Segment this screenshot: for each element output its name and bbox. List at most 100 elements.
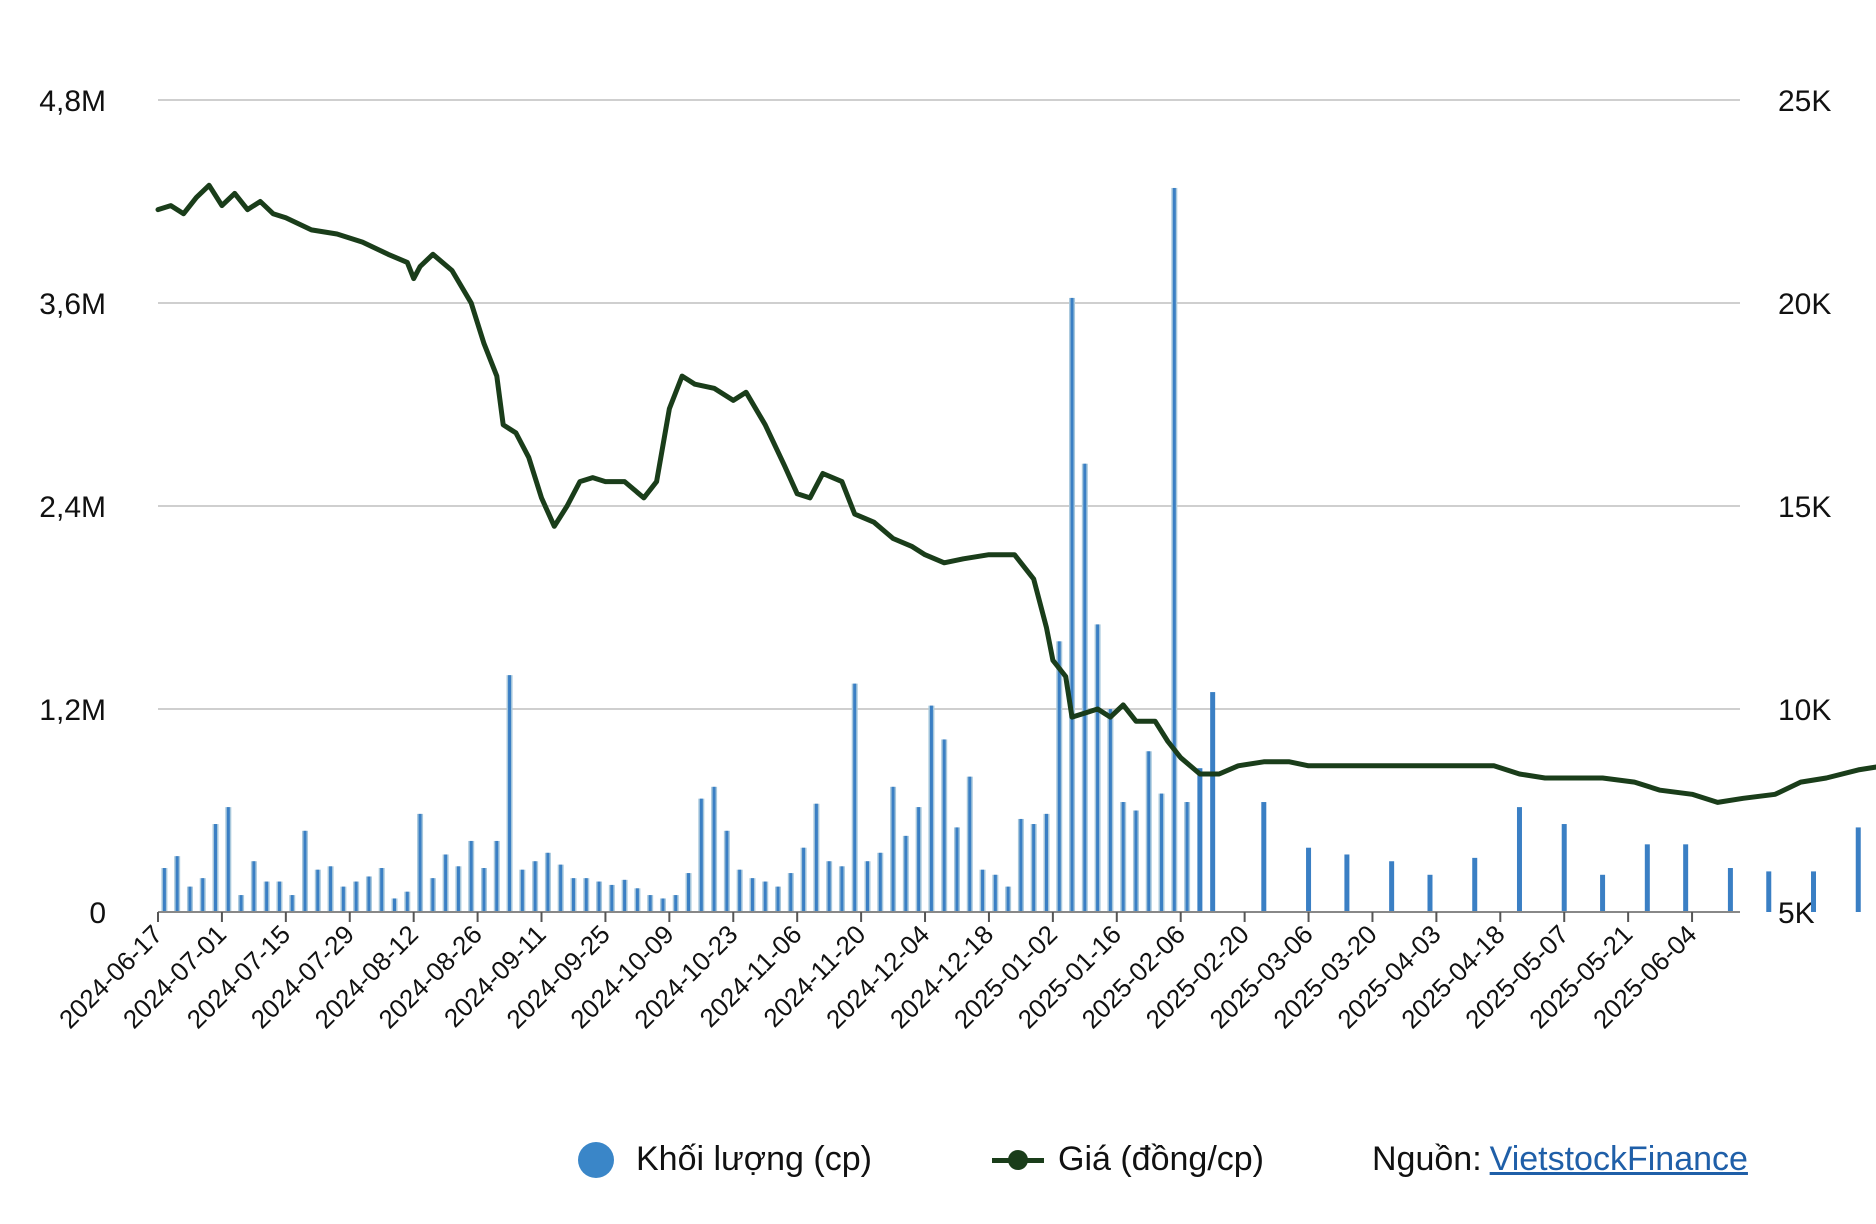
volume-bar (853, 683, 857, 912)
volume-bar (559, 864, 563, 912)
volume-bar (252, 861, 256, 912)
y-axis-right: 5K 10K 15K 20K 25K (1778, 85, 1831, 930)
volume-bar (610, 884, 614, 912)
volume-bar (1096, 624, 1100, 912)
legend-price-line-icon (992, 1142, 1044, 1178)
legend-volume-label: Khối lượng (cp) (636, 1140, 872, 1178)
volume-bar (1134, 810, 1138, 912)
volume-bar (444, 854, 448, 912)
volume-bar (1727, 868, 1733, 912)
volume-bar (968, 776, 972, 912)
volume-bar (917, 807, 921, 912)
volume-bar (738, 869, 742, 912)
volume-bar (341, 886, 345, 912)
volume-bar (316, 869, 320, 912)
volume-bar (955, 827, 959, 912)
volume-bar (405, 891, 409, 912)
volume-bar (226, 807, 230, 912)
volume-bar (750, 878, 754, 912)
volume-bar (1172, 187, 1176, 912)
volume-bar (891, 786, 895, 912)
price-line (155, 182, 1876, 805)
legend-item-volume[interactable]: Khối lượng (cp) (578, 1140, 872, 1179)
volume-bar (725, 830, 729, 912)
volume-bar (1057, 641, 1061, 912)
y-left-tick-label: 3,6M (39, 288, 106, 321)
legend-price-label: Giá (đồng/cp) (1058, 1140, 1264, 1178)
volume-bar (188, 886, 192, 912)
volume-bar (1210, 692, 1216, 912)
volume-bar (776, 886, 780, 912)
source-attribution: Nguồn: VietstockFinance (1372, 1140, 1748, 1179)
volume-bar (546, 852, 550, 912)
volume-bar (674, 895, 678, 912)
volume-bar (380, 868, 384, 912)
y-left-tick-label: 2,4M (39, 491, 106, 524)
volume-bar (367, 876, 371, 912)
source-prefix: Nguồn: (1372, 1140, 1482, 1178)
x-axis: 2024-06-172024-07-012024-07-152024-07-29… (53, 911, 1740, 1034)
volume-bar (162, 868, 166, 912)
volume-bar (239, 895, 243, 912)
volume-bar (508, 675, 512, 912)
volume-bar (763, 881, 767, 912)
volume-bar (878, 852, 882, 912)
y-right-tick-label: 25K (1778, 85, 1831, 118)
volume-bar (1185, 802, 1189, 912)
y-left-tick-label: 1,2M (39, 694, 106, 727)
volume-bar (1600, 874, 1606, 912)
y-left-tick-label: 0 (89, 897, 106, 930)
volume-bar (354, 881, 358, 912)
volume-bar (456, 866, 460, 912)
volume-bar (1472, 857, 1478, 912)
volume-bar (175, 856, 179, 912)
legend-volume-dot-icon (578, 1141, 614, 1178)
volume-bar (290, 895, 294, 912)
volume-bar (1006, 886, 1010, 912)
volume-bar (981, 869, 985, 912)
volume-bar (840, 866, 844, 912)
volume-bar (1561, 824, 1567, 912)
volume-bar (993, 874, 997, 912)
volume-bar (1197, 768, 1203, 912)
volume-bar (329, 866, 333, 912)
price-line-group (155, 182, 1876, 805)
volume-bar (1427, 874, 1433, 912)
volume-bar (1261, 802, 1267, 912)
volume-bar (214, 824, 218, 912)
volume-bar (866, 861, 870, 912)
volume-bar (802, 847, 806, 912)
source-link[interactable]: VietstockFinance (1489, 1140, 1748, 1178)
volume-bar (635, 888, 639, 912)
volume-bar (904, 835, 908, 912)
volume-bar (687, 873, 691, 912)
volume-bar (597, 881, 601, 912)
volume-bar (623, 879, 627, 912)
volume-bar (495, 840, 499, 912)
y-right-tick-label: 10K (1778, 694, 1831, 727)
volume-bar (789, 873, 793, 912)
y-right-tick-label: 15K (1778, 491, 1831, 524)
volume-bar (1389, 861, 1395, 912)
legend-item-price[interactable]: Giá (đồng/cp) (992, 1140, 1264, 1179)
volume-bar (1766, 871, 1772, 912)
volume-bar (303, 830, 307, 912)
volume-bar (1683, 844, 1689, 912)
y-right-tick-label: 5K (1778, 897, 1815, 930)
volume-bar (699, 798, 703, 912)
volume-bar (431, 878, 435, 912)
volume-bar (1032, 824, 1036, 912)
volume-bar (1855, 827, 1861, 912)
volume-bar (942, 739, 946, 912)
volume-bar (712, 786, 716, 912)
volume-bar (827, 861, 831, 912)
volume-bar (1344, 854, 1350, 912)
volume-bar (661, 898, 665, 912)
volume-bar (1644, 844, 1650, 912)
volume-bar (1083, 463, 1087, 912)
y-axis-left: 0 1,2M 2,4M 3,6M 4,8M (39, 85, 106, 930)
volume-bar (1121, 802, 1125, 912)
volume-bar (571, 878, 575, 912)
